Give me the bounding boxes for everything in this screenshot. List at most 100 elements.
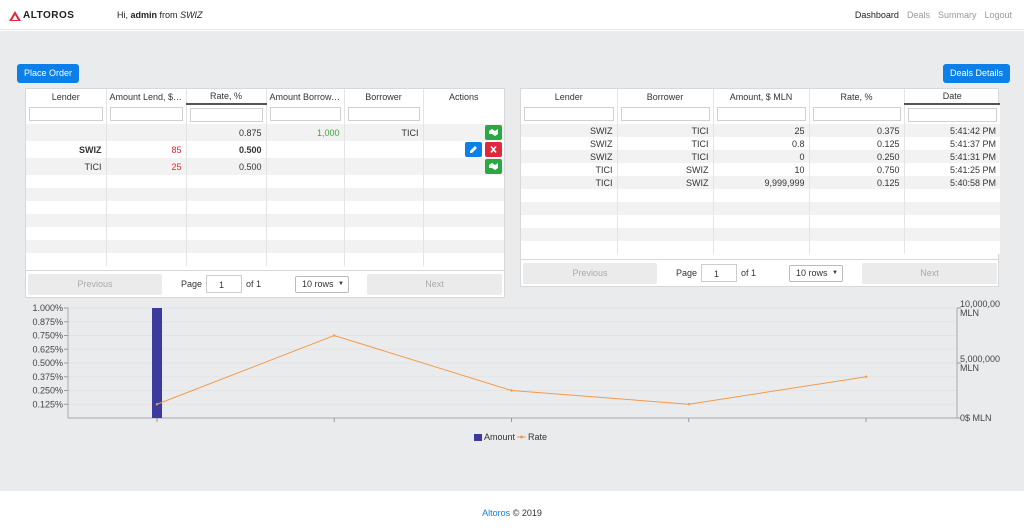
orders-header-row: Lender Amount Lend, $ … Rate, % Amount B… [26, 89, 504, 105]
nav-deals[interactable]: Deals [906, 10, 930, 20]
table-row: SWIZ TICI 0 0.250 5:41:31 PM [521, 150, 1000, 163]
y-left-tick-label: 1.000% [32, 303, 63, 313]
y-left-tick-label: 0.375% [32, 372, 63, 382]
deals-previous-button[interactable]: Previous [523, 263, 657, 284]
filter-rate-input[interactable] [189, 107, 263, 122]
deals-chart-svg: 1.000% 0.875% 0.750% 0.625% 0.500% 0.375% 0.25… [32, 299, 1000, 442]
deals-rows-select[interactable]: 10 rows ▼ [789, 265, 843, 282]
table-row [26, 201, 504, 214]
handshake-icon [489, 163, 498, 170]
rate-point [155, 403, 159, 406]
table-row [521, 241, 1000, 254]
col-amount[interactable]: Amount, $ MLN [713, 89, 810, 104]
table-row [26, 253, 504, 266]
col-lender[interactable]: Lender [521, 89, 618, 104]
y-right-tick-label: 10,000,00 MLN [960, 299, 1000, 318]
table-row [26, 188, 504, 201]
filter-amount-lend-input[interactable] [109, 107, 183, 121]
deals-page-input[interactable]: 1 [701, 264, 738, 282]
filter-lender-input[interactable] [524, 107, 614, 121]
table-row: SWIZ 85 0.500 [26, 141, 504, 158]
orders-rows-select[interactable]: 10 rows ▼ [295, 276, 349, 293]
filter-amount-input[interactable] [716, 107, 806, 121]
filter-amount-borrow-input[interactable] [269, 107, 341, 121]
col-borrower[interactable]: Borrower [344, 89, 424, 104]
col-rate[interactable]: Rate, % [809, 89, 905, 104]
main-nav: Dashboard Deals Summary Logout [855, 10, 1012, 20]
rate-point [864, 375, 868, 378]
legend-rate-dot [520, 435, 523, 439]
y-left-tick-label: 0.500% [32, 358, 63, 368]
table-row: TICI SWIZ 9,999,999 0.125 5:40:58 PM [521, 176, 1000, 189]
place-order-button[interactable]: Place Order [17, 64, 80, 83]
dashboard-main: Place Order Deals Details Lender Amount … [0, 31, 1024, 491]
filter-borrower-input[interactable] [620, 107, 710, 121]
col-amount-borrow[interactable]: Amount Borrow, … [266, 89, 345, 104]
handshake-icon [489, 129, 498, 136]
altoros-logo-icon [9, 10, 21, 21]
table-row [521, 215, 1000, 228]
deals-next-button[interactable]: Next [862, 263, 997, 284]
orders-page-input[interactable]: 1 [206, 275, 243, 293]
caret-down-icon: ▼ [832, 270, 838, 276]
deals-header-row: Lender Borrower Amount, $ MLN Rate, % Da… [521, 89, 1000, 105]
col-borrower[interactable]: Borrower [617, 89, 714, 104]
deals-filter-row [521, 104, 1000, 124]
filter-borrower-input[interactable] [347, 107, 420, 121]
accept-deal-button[interactable] [485, 125, 502, 140]
legend-amount-label: Amount [484, 432, 516, 442]
col-rate[interactable]: Rate, % [186, 89, 267, 105]
table-row: SWIZ TICI 0.8 0.125 5:41:37 PM [521, 137, 1000, 150]
nav-logout[interactable]: Logout [984, 10, 1012, 20]
table-row: TICI 25 0.500 [26, 158, 504, 175]
table-row [521, 189, 1000, 202]
orders-filter-row [26, 104, 504, 124]
deals-pagination: Previous Page 1 of 1 10 rows ▼ Next [521, 259, 998, 286]
orders-previous-button[interactable]: Previous [28, 274, 162, 295]
deals-details-button[interactable]: Deals Details [943, 64, 1011, 83]
col-actions: Actions [448, 91, 479, 102]
table-row: SWIZ TICI 25 0.375 5:41:42 PM [521, 124, 1000, 137]
col-lender[interactable]: Lender [26, 89, 107, 104]
y-left-tick-label: 0.875% [32, 317, 63, 327]
nav-summary[interactable]: Summary [937, 10, 977, 20]
footer: Altoros © 2019 [0, 508, 1024, 518]
orders-next-button[interactable]: Next [367, 274, 502, 295]
footer-text: © 2019 [512, 508, 542, 518]
y-left-tick-label: 0.750% [32, 331, 63, 341]
table-row [26, 227, 504, 240]
table-row: 0.875 1,000 TICI [26, 124, 504, 141]
top-navbar: ALTOROS Hi, admin from SWIZ Dashboard De… [0, 0, 1024, 30]
rate-point [333, 334, 336, 337]
delete-order-button[interactable] [485, 142, 502, 157]
col-date[interactable]: Date [904, 89, 1000, 105]
logo-text: ALTOROS [23, 10, 75, 21]
table-row [521, 202, 1000, 215]
filter-rate-input[interactable] [812, 107, 901, 121]
orders-table: Lender Amount Lend, $ … Rate, % Amount B… [25, 88, 505, 298]
orders-pagination: Previous Page 1 of 1 10 rows ▼ Next [26, 270, 504, 297]
caret-down-icon: ▼ [338, 281, 344, 287]
pencil-icon [470, 146, 478, 153]
footer-link[interactable]: Altoros [482, 508, 511, 518]
y-right-tick-label: 5,000,000 MLN [960, 354, 1000, 373]
filter-date-input[interactable] [907, 107, 997, 122]
greeting-prefix: Hi, [117, 10, 128, 20]
deals-chart: 1.000% 0.875% 0.750% 0.625% 0.500% 0.375% 0.25… [0, 298, 1024, 458]
y-left-tick-label: 0.250% [32, 386, 63, 396]
accept-deal-button[interactable] [485, 159, 502, 174]
greeting-company: SWIZ [180, 10, 203, 20]
y-left-tick-label: 0.625% [32, 344, 63, 354]
nav-dashboard[interactable]: Dashboard [854, 10, 899, 20]
greeting-user: admin [130, 10, 158, 20]
altoros-logo[interactable]: ALTOROS [9, 10, 74, 21]
filter-lender-input[interactable] [29, 107, 103, 121]
greeting: Hi, admin from SWIZ [117, 10, 203, 20]
edit-order-button[interactable] [465, 142, 483, 157]
table-row [26, 214, 504, 227]
table-row [26, 175, 504, 188]
table-row [521, 228, 1000, 241]
close-icon [490, 145, 497, 154]
rate-point [687, 403, 690, 406]
col-amount-lend[interactable]: Amount Lend, $ … [106, 89, 187, 104]
